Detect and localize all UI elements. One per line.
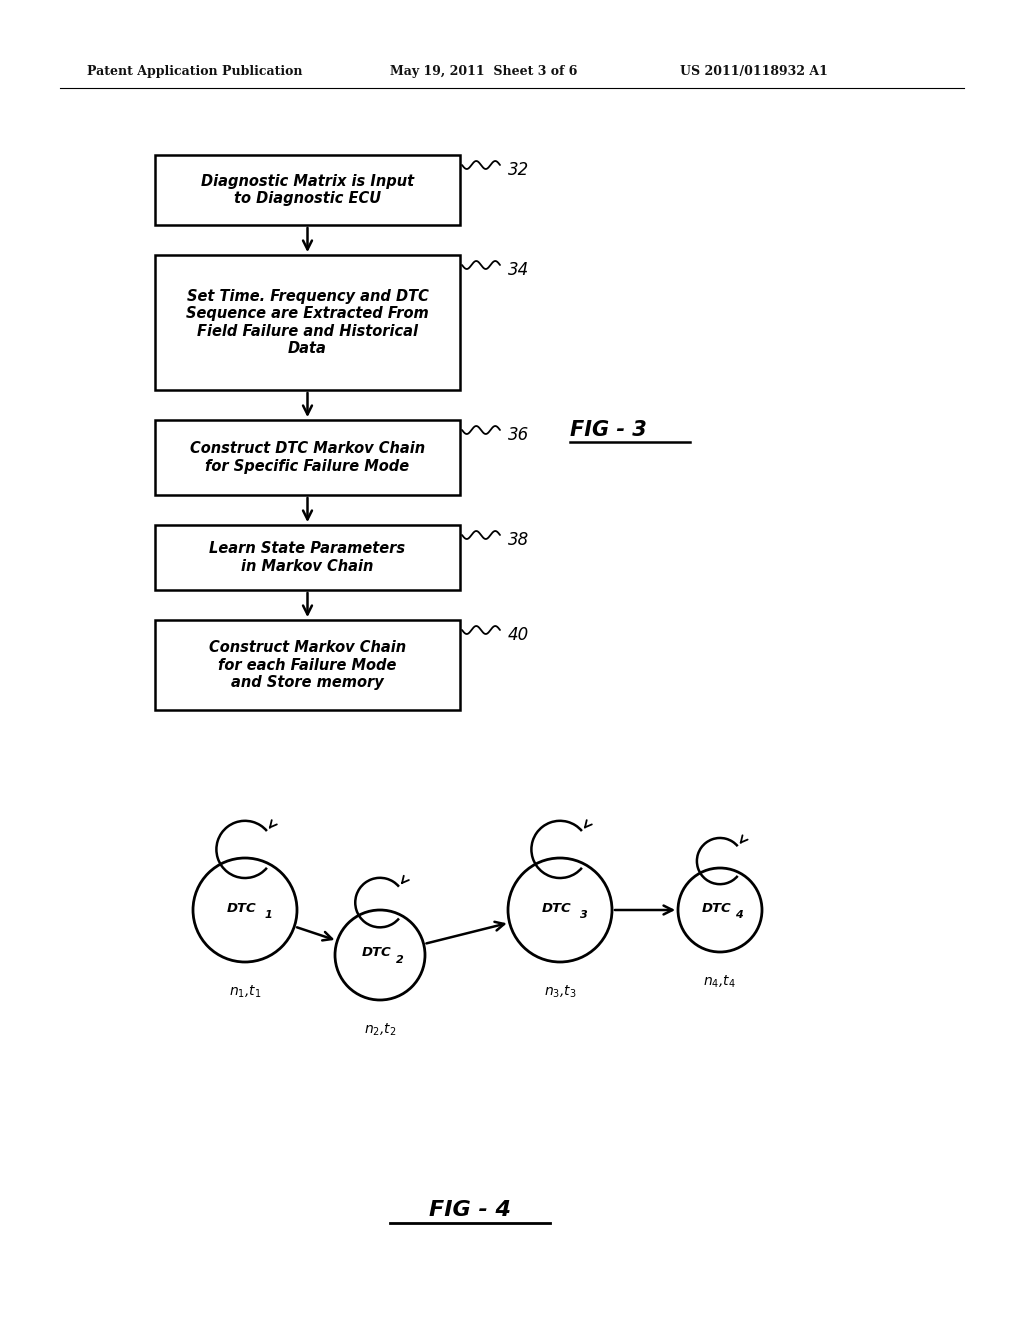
Text: DTC: DTC [227,902,257,915]
Ellipse shape [508,858,612,962]
Ellipse shape [678,869,762,952]
Text: DTC: DTC [702,902,732,915]
Text: Set Time. Frequency and DTC
Sequence are Extracted From
Field Failure and Histor: Set Time. Frequency and DTC Sequence are… [186,289,429,356]
Bar [155,154,460,224]
Text: FIG - 4: FIG - 4 [429,1200,511,1220]
Text: 2: 2 [396,954,404,965]
Bar [155,620,460,710]
Text: Construct DTC Markov Chain
for Specific Failure Mode: Construct DTC Markov Chain for Specific … [189,441,425,474]
Text: 38: 38 [508,531,529,549]
Ellipse shape [335,909,425,1001]
Text: n$_1$,t$_1$: n$_1$,t$_1$ [228,983,261,1001]
Text: US 2011/0118932 A1: US 2011/0118932 A1 [680,66,827,78]
Bar [155,255,460,389]
Bar [155,420,460,495]
Text: May 19, 2011  Sheet 3 of 6: May 19, 2011 Sheet 3 of 6 [390,66,578,78]
Text: DTC: DTC [542,902,571,915]
Text: 1: 1 [264,909,272,920]
Text: n$_2$,t$_2$: n$_2$,t$_2$ [364,1022,396,1039]
Text: 4: 4 [735,909,742,920]
Text: DTC: DTC [362,946,392,960]
Bar [155,525,460,590]
Text: 32: 32 [508,161,529,180]
Text: n$_4$,t$_4$: n$_4$,t$_4$ [703,974,736,990]
Text: FIG - 3: FIG - 3 [570,420,647,440]
Ellipse shape [193,858,297,962]
Text: 36: 36 [508,426,529,444]
Text: 34: 34 [508,261,529,279]
Text: 40: 40 [508,626,529,644]
Text: n$_3$,t$_3$: n$_3$,t$_3$ [544,983,577,1001]
Text: Learn State Parameters
in Markov Chain: Learn State Parameters in Markov Chain [210,541,406,574]
Text: Patent Application Publication: Patent Application Publication [87,66,302,78]
Text: Construct Markov Chain
for each Failure Mode
and Store memory: Construct Markov Chain for each Failure … [209,640,407,690]
Text: 3: 3 [580,909,588,920]
Text: Diagnostic Matrix is Input
to Diagnostic ECU: Diagnostic Matrix is Input to Diagnostic… [201,174,414,206]
